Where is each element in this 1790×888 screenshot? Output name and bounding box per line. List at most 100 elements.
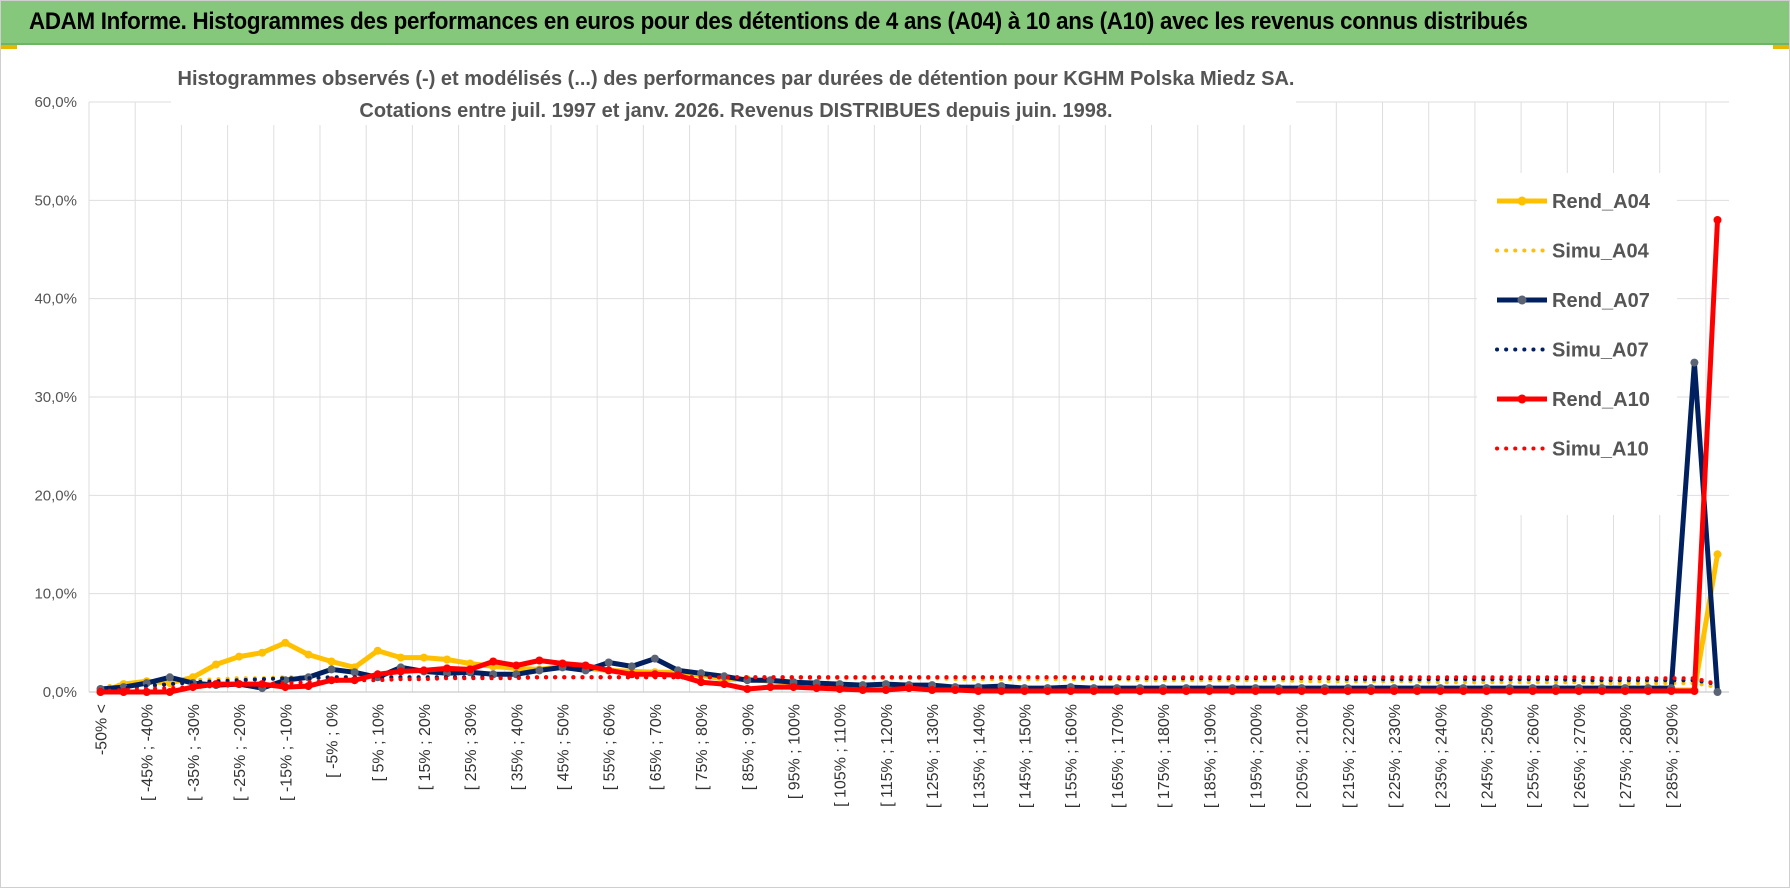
data-point-rend-a10 (419, 666, 428, 675)
data-point-rend-a10 (858, 686, 867, 694)
data-point-rend-a10 (1390, 687, 1399, 695)
histogram-chart: 0,0% 10,0% 20,0% 30,0% 40,0% 50,0% 60,0% -50% … (34, 65, 1729, 808)
data-point-rend-a10 (1089, 687, 1098, 695)
grid-lines (88, 101, 1729, 693)
data-point-rend-a10 (697, 678, 706, 687)
data-point-rend-a10 (1297, 687, 1306, 695)
data-point-rend-a10 (1367, 687, 1375, 695)
data-point-rend-a10 (1528, 687, 1537, 695)
x-tick-label: [ 125% ; 130% (925, 704, 942, 808)
data-point-rend-a07 (650, 654, 659, 663)
x-tick-label: [ 225% ; 230% (1387, 704, 1404, 808)
x-tick-label: [ 235% ; 240% (1433, 704, 1450, 808)
data-point-rend-a10 (1413, 687, 1422, 695)
x-tick-label: [ 85% ; 90% (740, 704, 757, 790)
data-point-rend-a10 (1574, 687, 1583, 695)
data-point-rend-a10 (766, 683, 775, 692)
x-tick-label: [ 165% ; 170% (1110, 704, 1127, 808)
data-point-rend-a10 (743, 685, 752, 693)
data-point-rend-a10 (1690, 687, 1699, 695)
y-axis-ticks: 0,0% 10,0% 20,0% 30,0% 40,0% 50,0% 60,0% (34, 94, 77, 701)
data-point-rend-a04 (327, 657, 336, 666)
data-point-rend-a04 (304, 650, 313, 659)
chart-title-line2: Cotations entre juil. 1997 et janv. 2026… (359, 100, 1112, 122)
data-point-rend-a10 (1112, 687, 1121, 695)
legend-label-simu-a10: Simu_A10 (1552, 439, 1649, 461)
data-point-rend-a10 (1551, 687, 1560, 695)
x-tick-label: [ 5% ; 10% (371, 704, 388, 781)
data-point-rend-a10 (720, 680, 729, 689)
data-point-rend-a10 (1228, 687, 1237, 695)
data-point-rend-a10 (373, 670, 382, 679)
legend-label-rend-a04: Rend_A04 (1552, 191, 1651, 213)
x-tick-label: [ 195% ; 200% (1248, 704, 1265, 808)
data-point-rend-a10 (1159, 687, 1168, 695)
legend-label-rend-a07: Rend_A07 (1552, 290, 1650, 312)
x-tick-label: [ 245% ; 250% (1479, 704, 1496, 808)
data-point-rend-a07 (697, 669, 706, 678)
chart-title-background (171, 65, 1296, 125)
x-tick-label: [ 265% ; 270% (1572, 704, 1589, 808)
x-tick-label: [ 15% ; 20% (417, 704, 434, 790)
data-point-rend-a04 (396, 653, 405, 662)
data-point-rend-a10 (165, 688, 174, 696)
data-point-rend-a07 (604, 658, 613, 667)
data-point-rend-a10 (119, 688, 128, 696)
chart-title-line1: Histogrammes observés (-) et modélisés (… (178, 68, 1295, 90)
data-point-rend-a10 (1182, 687, 1191, 695)
data-point-rend-a10 (489, 657, 498, 666)
x-tick-label: [ 115% ; 120% (879, 704, 896, 807)
y-tick-label: 60,0% (34, 94, 77, 111)
x-tick-label: [ 75% ; 80% (694, 704, 711, 790)
x-tick-label: [ 25% ; 30% (463, 704, 480, 790)
x-tick-label: [ 205% ; 210% (1295, 704, 1312, 808)
data-point-rend-a10 (1644, 687, 1653, 695)
data-point-rend-a07 (327, 665, 336, 674)
x-tick-label: [ 45% ; 50% (556, 704, 573, 790)
x-tick-label: [ 105% ; 110% (833, 704, 850, 807)
data-point-rend-a10 (1043, 687, 1052, 695)
data-point-rend-a10 (974, 687, 983, 695)
x-tick-label: [ 65% ; 70% (648, 704, 665, 790)
data-point-rend-a04 (235, 652, 244, 661)
data-point-rend-a10 (304, 682, 313, 691)
data-point-rend-a10 (812, 684, 821, 693)
data-point-rend-a10 (1251, 687, 1260, 695)
data-point-rend-a10 (1136, 687, 1144, 695)
data-point-rend-a04 (258, 648, 267, 657)
data-point-rend-a04 (281, 638, 290, 647)
data-point-rend-a10 (512, 661, 521, 670)
data-point-rend-a10 (1459, 687, 1468, 695)
data-point-rend-a10 (951, 686, 960, 694)
x-tick-label: [ 175% ; 180% (1156, 704, 1173, 808)
data-point-rend-a10 (466, 665, 475, 674)
chart-title: Histogrammes observés (-) et modélisés (… (171, 65, 1296, 125)
report-title: ADAM Informe. Histogrammes des performan… (29, 8, 1528, 35)
data-point-rend-a04 (373, 646, 382, 655)
legend-label-rend-a10: Rend_A10 (1552, 389, 1650, 411)
chart-legend: Rend_A04 Simu_A04 Rend_A07 Simu_A07 Rend_A10… (1477, 173, 1677, 515)
legend-marker-rend-a07 (1517, 295, 1527, 305)
data-point-rend-a10 (1436, 687, 1445, 695)
data-point-rend-a07 (165, 673, 174, 682)
data-point-rend-a10 (928, 686, 937, 694)
x-tick-label: [ -15% ; -10% (278, 704, 295, 801)
x-tick-label: [ -5% ; 0% (325, 704, 342, 778)
data-point-rend-a10 (396, 667, 405, 676)
corner-mark-left (1, 45, 17, 49)
y-tick-label: 10,0% (34, 586, 77, 603)
data-point-rend-a10 (835, 685, 844, 693)
report-banner: ADAM Informe. Histogrammes des performan… (1, 1, 1789, 45)
data-point-rend-a10 (581, 661, 590, 670)
data-point-rend-a10 (1667, 687, 1676, 695)
data-point-rend-a10 (558, 659, 567, 668)
x-tick-label: [ -45% ; -40% (140, 704, 157, 801)
legend-marker-rend-a04 (1517, 196, 1527, 206)
x-tick-label: [ -25% ; -20% (232, 704, 249, 801)
data-point-rend-a07 (1690, 358, 1699, 367)
data-point-rend-a10 (1621, 687, 1630, 695)
data-point-rend-a10 (881, 686, 890, 694)
data-point-rend-a10 (789, 683, 798, 692)
data-point-rend-a10 (1598, 687, 1606, 695)
